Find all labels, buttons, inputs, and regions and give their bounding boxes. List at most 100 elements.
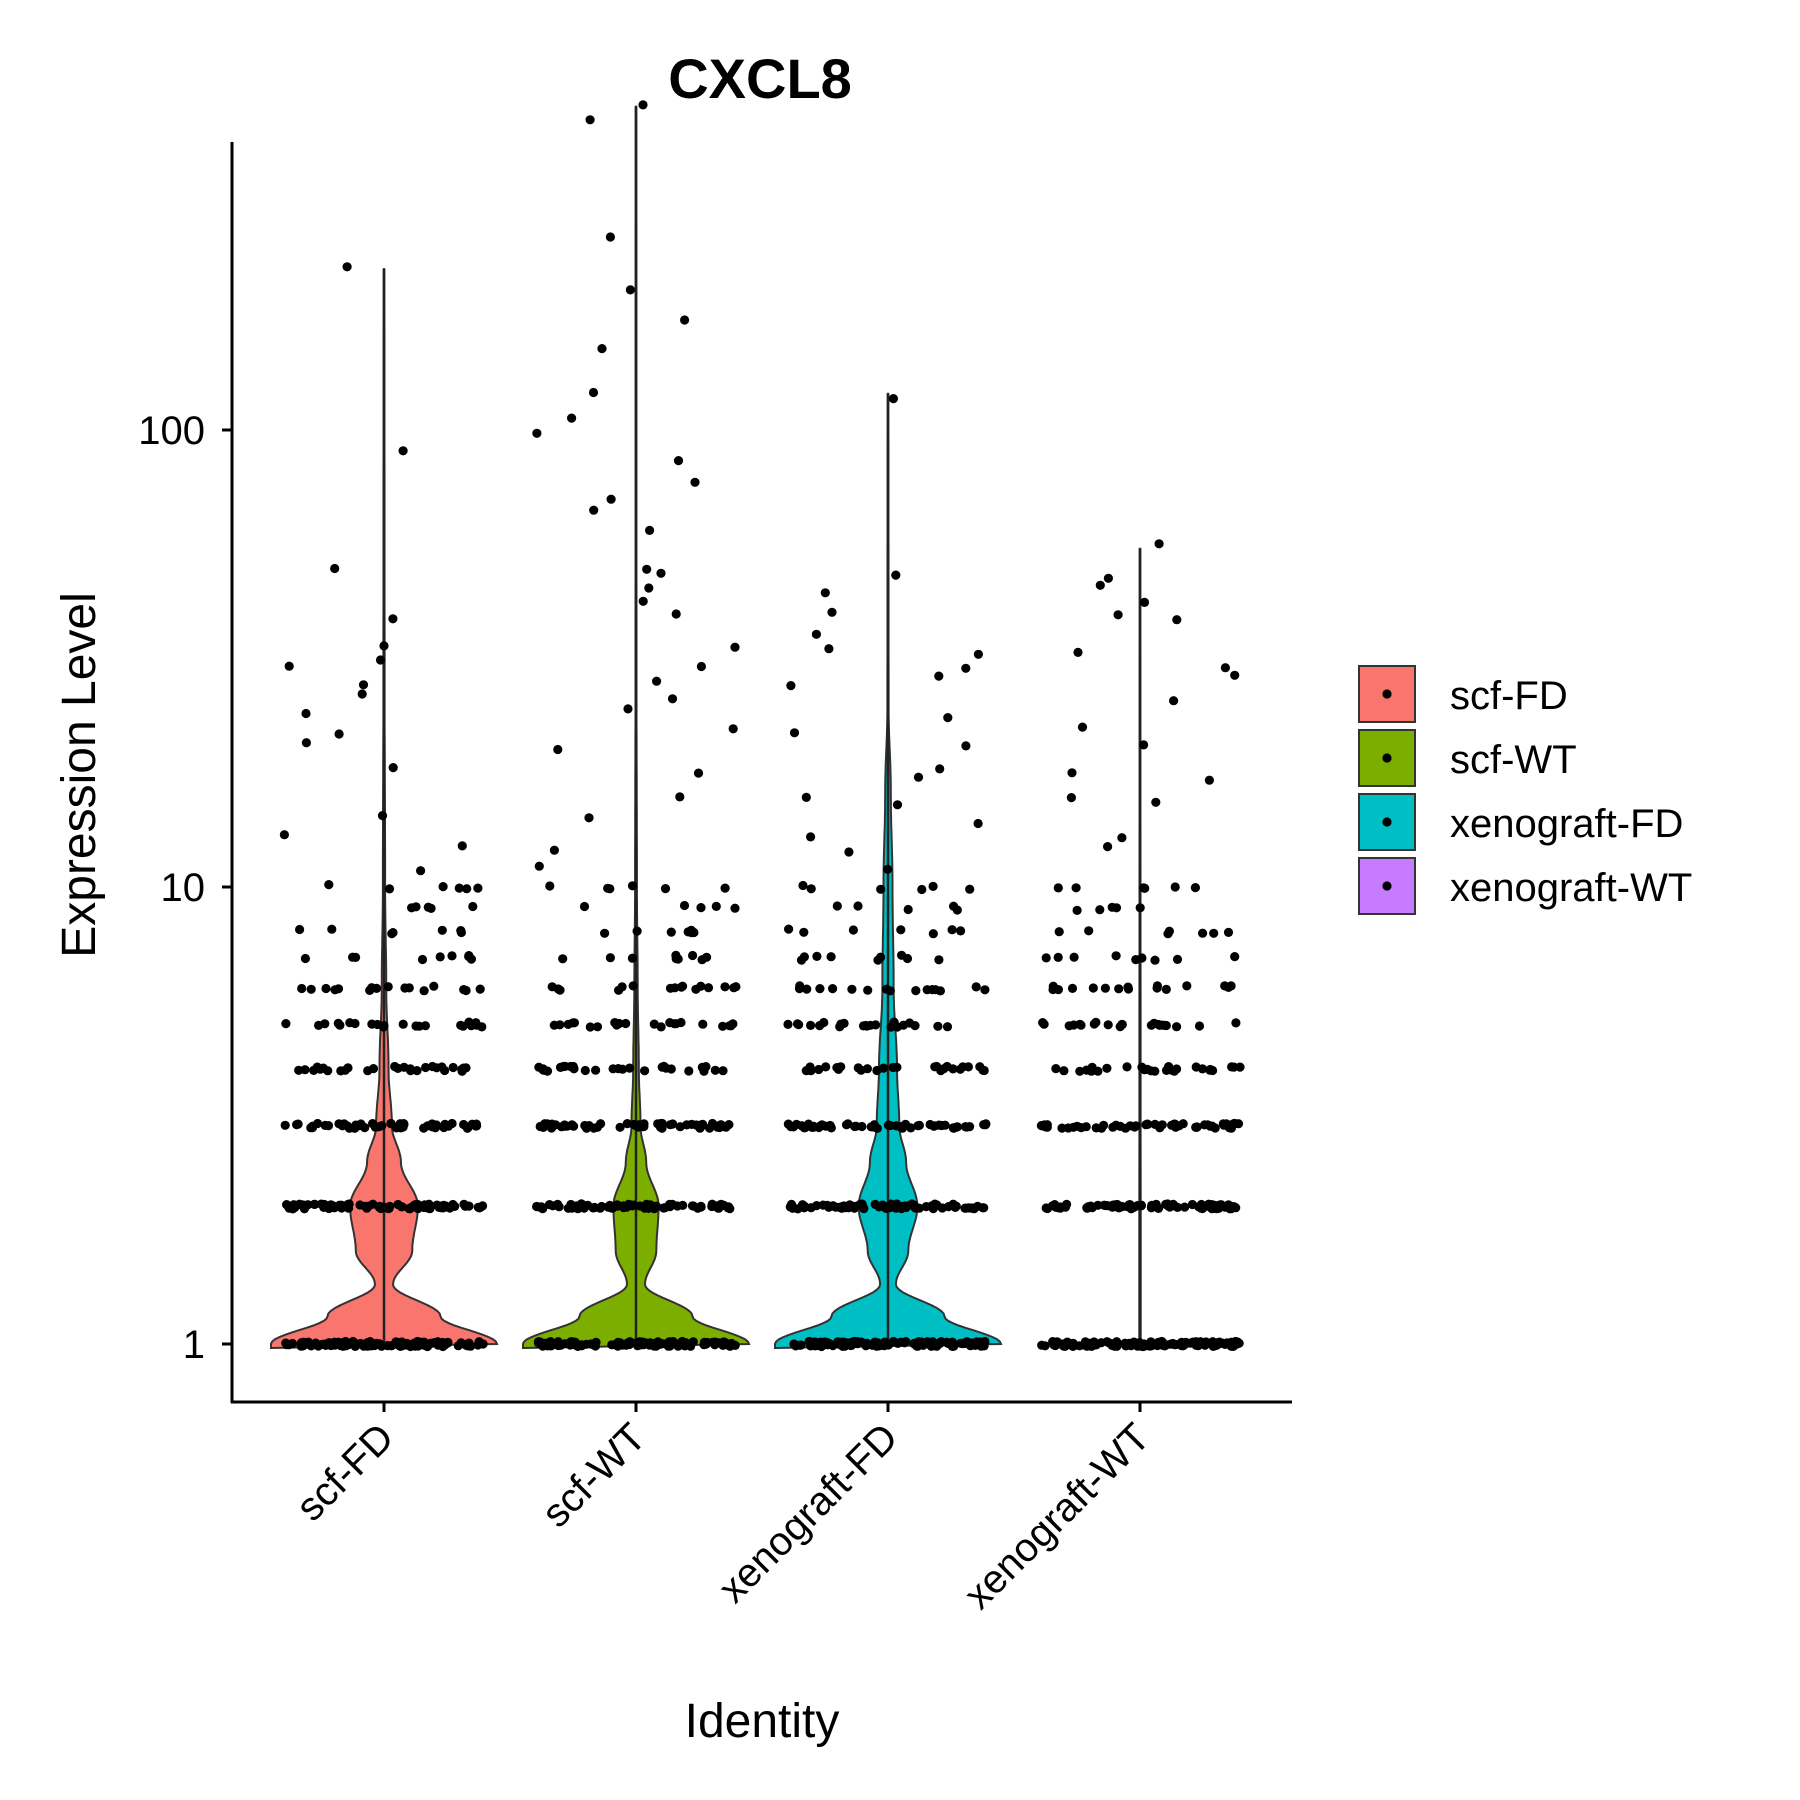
data-point — [383, 1204, 393, 1214]
data-point — [432, 1063, 442, 1073]
data-point — [1117, 1202, 1127, 1212]
data-point — [447, 951, 457, 961]
data-point — [698, 1019, 708, 1029]
data-point — [627, 881, 638, 891]
data-point — [1048, 984, 1058, 995]
data-point — [600, 928, 610, 938]
data-point — [400, 983, 410, 993]
data-point — [936, 1066, 946, 1076]
data-point — [1084, 926, 1094, 936]
data-point — [532, 428, 542, 438]
data-point — [697, 955, 707, 965]
data-point — [301, 708, 311, 719]
data-point — [393, 1063, 403, 1073]
data-point — [617, 982, 627, 992]
data-point — [1155, 1020, 1165, 1030]
data-point — [675, 1122, 685, 1132]
data-point — [1198, 928, 1208, 938]
data-point — [824, 644, 834, 654]
data-point — [971, 982, 981, 992]
data-point — [585, 115, 595, 125]
data-point — [1191, 1122, 1201, 1132]
data-point — [295, 924, 305, 935]
data-point — [832, 1063, 842, 1073]
data-point — [1103, 842, 1113, 852]
data-point — [1178, 1119, 1188, 1129]
data-point — [956, 926, 966, 936]
data-point — [1141, 1120, 1151, 1130]
data-point — [545, 881, 555, 891]
data-point — [320, 1120, 330, 1130]
data-point — [397, 1202, 407, 1212]
data-point — [1169, 696, 1179, 706]
data-point — [419, 986, 429, 996]
x-tick-label: xenograft-WT — [956, 1415, 1158, 1617]
data-point — [1103, 1020, 1113, 1030]
data-point — [627, 1201, 637, 1211]
data-point — [1054, 927, 1064, 937]
data-point — [1120, 1123, 1131, 1133]
data-point — [789, 728, 800, 738]
data-point — [1082, 1203, 1092, 1213]
data-point — [922, 985, 932, 995]
data-point — [437, 925, 447, 935]
data-point — [652, 676, 662, 686]
data-point — [1103, 573, 1113, 583]
data-point — [396, 1123, 406, 1133]
data-point — [472, 1020, 482, 1030]
data-point — [913, 772, 924, 782]
data-point — [584, 1121, 594, 1131]
data-point — [814, 1064, 824, 1075]
data-point — [379, 641, 389, 651]
data-point — [726, 1021, 736, 1031]
data-point — [420, 1021, 430, 1031]
data-point — [799, 1203, 809, 1213]
data-point — [828, 984, 838, 994]
data-point — [563, 1203, 573, 1213]
data-point — [848, 925, 859, 935]
data-point — [812, 951, 822, 962]
data-point — [853, 1337, 863, 1347]
data-point — [784, 924, 794, 934]
data-point — [822, 1340, 833, 1350]
data-point — [1139, 740, 1149, 750]
data-point — [718, 1066, 728, 1076]
data-point — [1117, 833, 1127, 843]
data-point — [1081, 1122, 1091, 1132]
data-point — [294, 1199, 304, 1209]
data-point — [1154, 539, 1164, 549]
data-point — [636, 1340, 646, 1350]
data-point — [832, 901, 842, 911]
data-point — [456, 1020, 466, 1030]
data-point — [1182, 981, 1192, 991]
data-point — [679, 900, 690, 911]
data-point — [971, 1339, 981, 1349]
data-point — [876, 884, 886, 894]
data-point — [896, 1337, 906, 1347]
data-point — [1049, 1338, 1059, 1349]
legend-label: xenograft-WT — [1450, 866, 1692, 910]
data-point — [826, 952, 836, 962]
data-point — [334, 1119, 344, 1129]
data-point — [1072, 1121, 1082, 1131]
data-point — [699, 1340, 709, 1350]
data-point — [398, 1019, 408, 1029]
data-point — [917, 884, 927, 895]
data-point — [438, 882, 448, 892]
data-point — [1205, 1064, 1215, 1075]
data-point — [1122, 1062, 1132, 1072]
data-point — [628, 981, 638, 991]
data-point — [666, 927, 676, 937]
data-point — [789, 1339, 799, 1349]
y-tick-label: 10 — [161, 866, 206, 910]
data-point — [615, 1122, 625, 1132]
data-point — [1100, 983, 1110, 993]
data-point — [579, 901, 590, 912]
data-point — [978, 1065, 988, 1075]
data-point — [870, 1199, 880, 1209]
data-point — [279, 830, 289, 840]
data-point — [719, 1337, 729, 1347]
data-point — [1230, 1118, 1240, 1129]
legend-key-dot — [1382, 817, 1392, 827]
